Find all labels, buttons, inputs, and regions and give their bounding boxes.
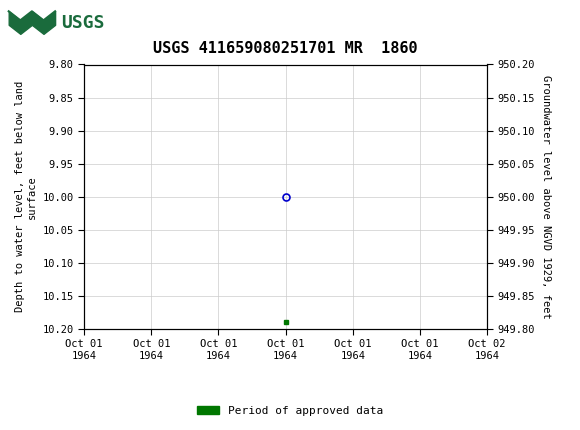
FancyBboxPatch shape (6, 3, 110, 42)
Text: USGS: USGS (61, 14, 104, 31)
Y-axis label: Depth to water level, feet below land
surface: Depth to water level, feet below land su… (15, 81, 37, 312)
Legend: Period of approved data: Period of approved data (193, 401, 387, 420)
Title: USGS 411659080251701 MR  1860: USGS 411659080251701 MR 1860 (153, 41, 418, 56)
Y-axis label: Groundwater level above NGVD 1929, feet: Groundwater level above NGVD 1929, feet (541, 75, 550, 319)
